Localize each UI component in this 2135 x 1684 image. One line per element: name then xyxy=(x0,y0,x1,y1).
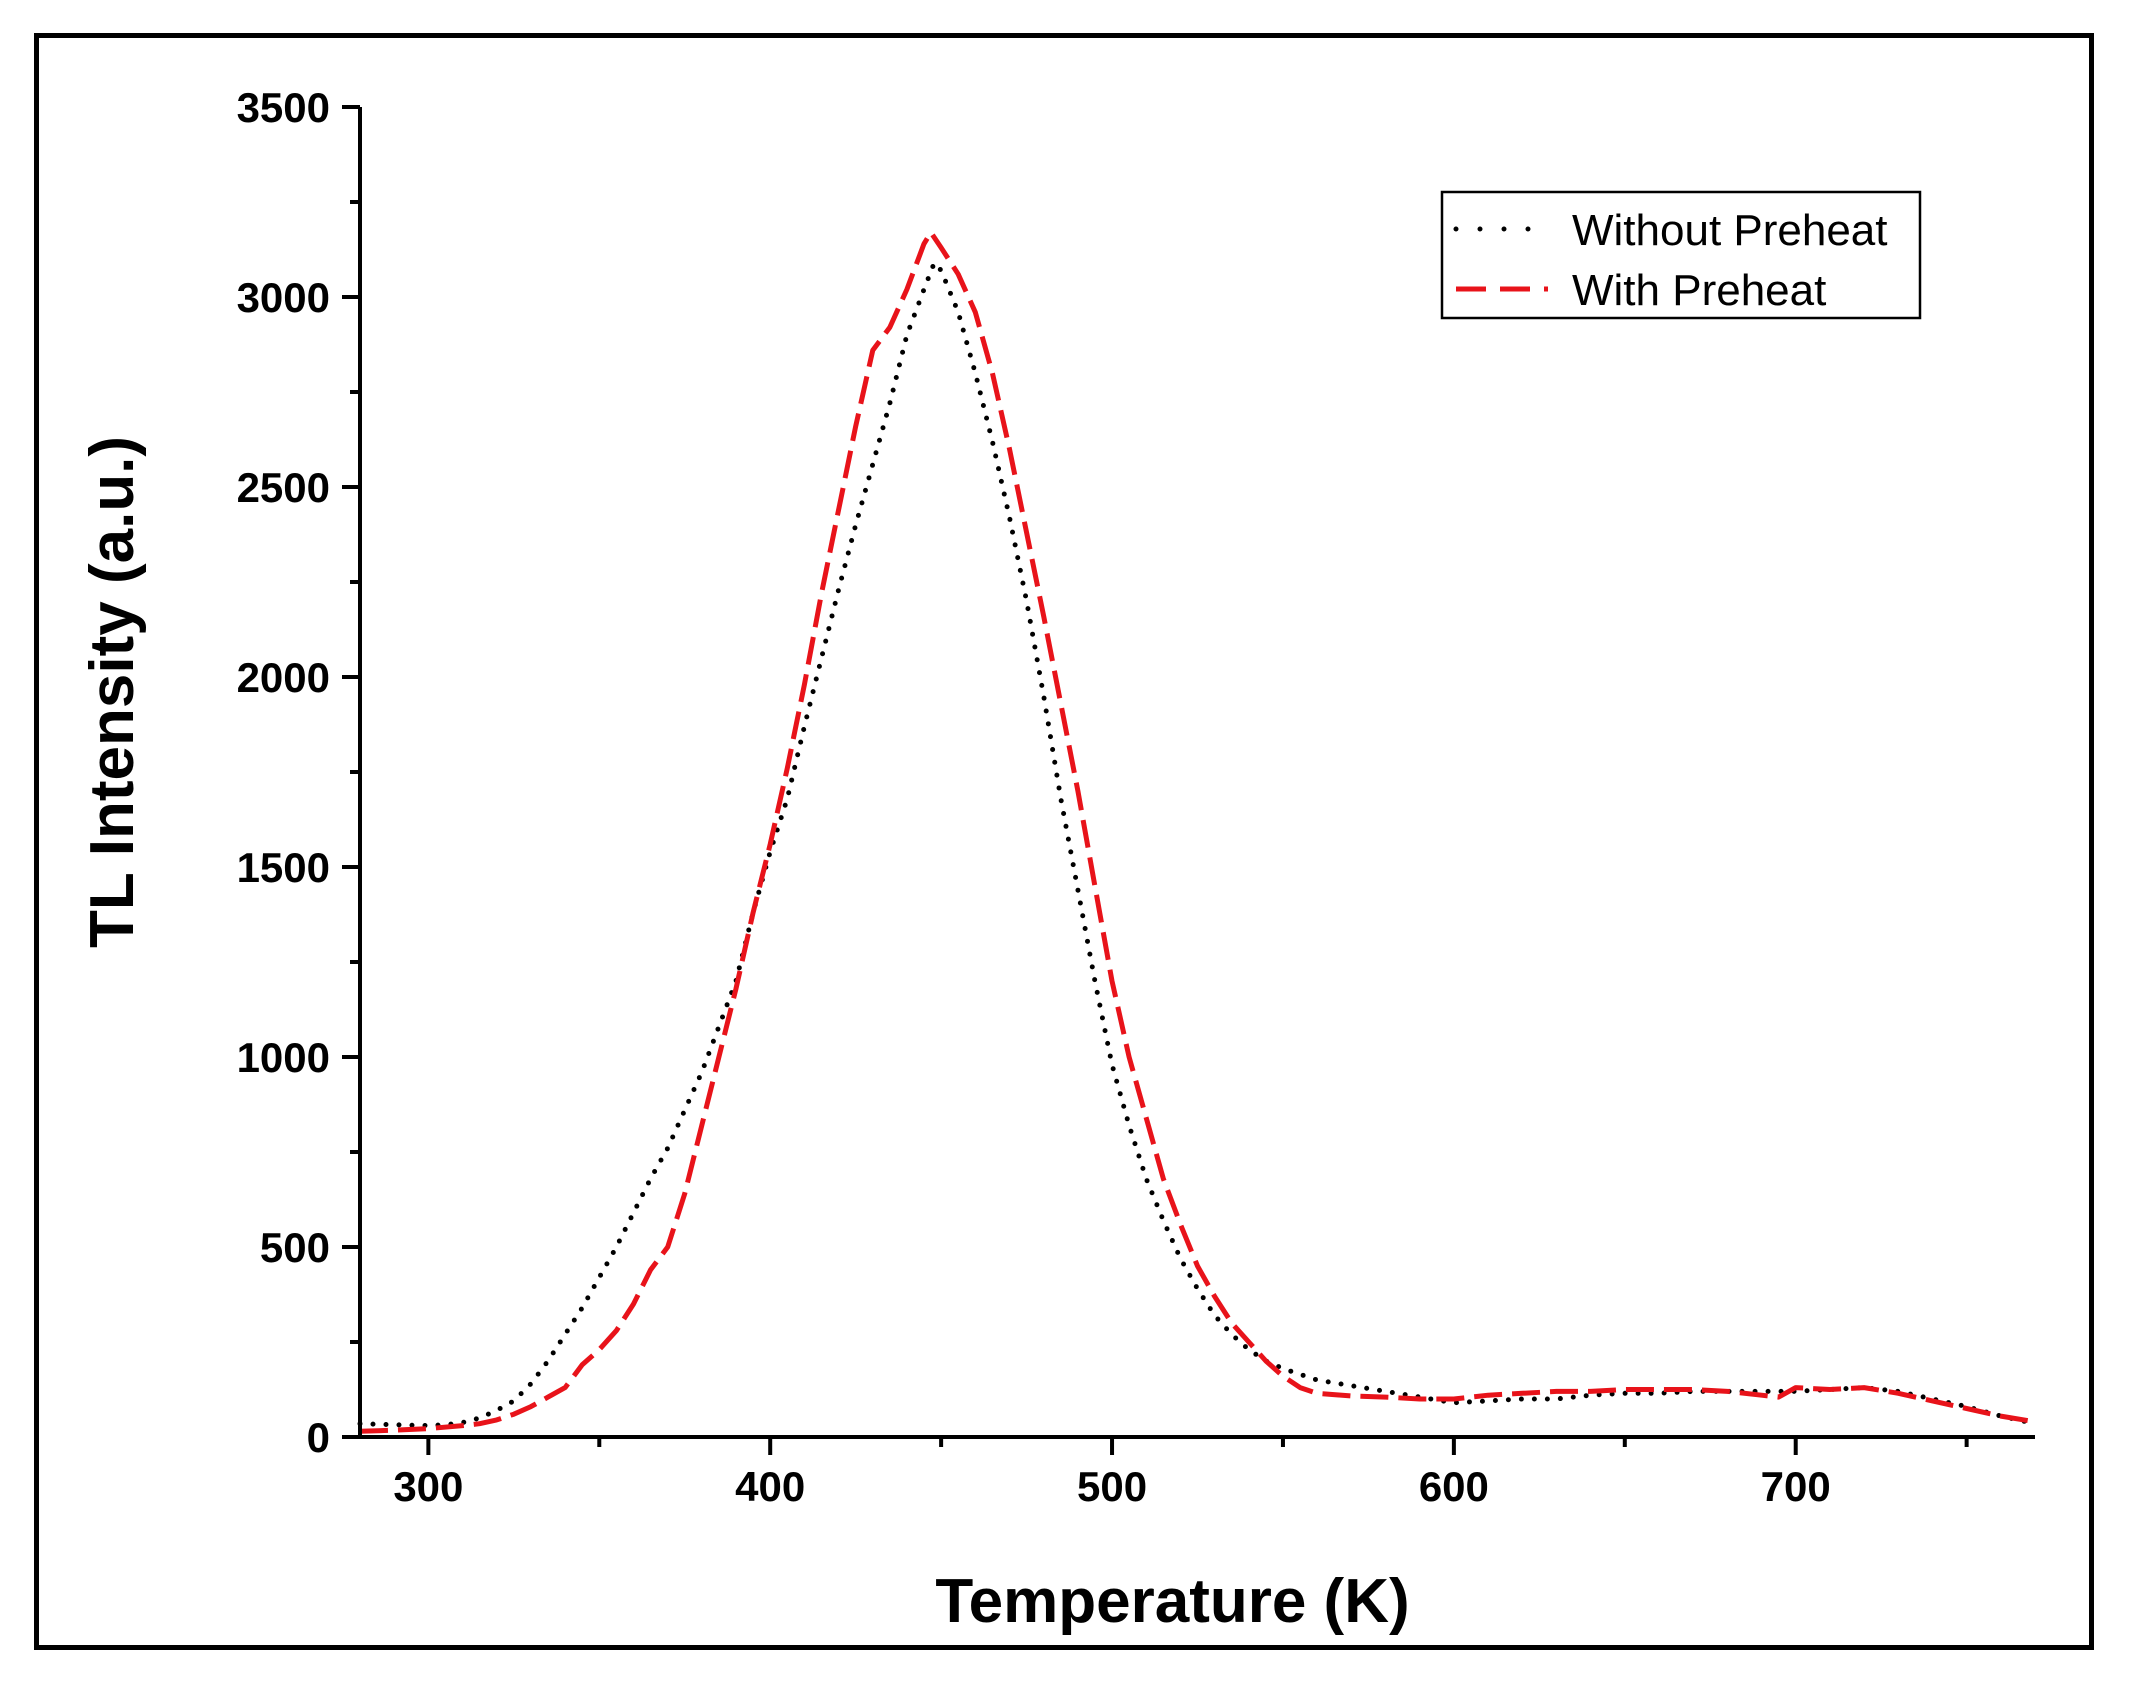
figure-frame xyxy=(34,33,2094,1650)
legend-label-without-preheat: Without Preheat xyxy=(1572,206,1888,255)
series-layer xyxy=(357,229,2038,1434)
y-tick-label: 3500 xyxy=(237,84,330,131)
y-tick-label: 2500 xyxy=(237,464,330,511)
series-line-without-preheat xyxy=(357,260,2038,1429)
x-tick-label: 300 xyxy=(393,1463,463,1510)
x-tick-label: 500 xyxy=(1077,1463,1147,1510)
y-axis-ticks: 0 500 1000 1500 2000 2500 3000 3500 xyxy=(237,84,360,1461)
x-tick-label: 600 xyxy=(1419,1463,1489,1510)
x-tick-label: 400 xyxy=(735,1463,805,1510)
y-tick-label: 1000 xyxy=(237,1034,330,1081)
y-tick-label: 3000 xyxy=(237,274,330,321)
x-axis-title: Temperature (K) xyxy=(935,1567,1409,1636)
legend-box xyxy=(1440,190,1922,320)
x-axis-ticks: 300 400 500 600 700 xyxy=(393,1437,1969,1510)
y-tick-label: 0 xyxy=(307,1414,330,1461)
x-tick-label: 700 xyxy=(1761,1463,1831,1510)
y-tick-label: 1500 xyxy=(237,844,330,891)
y-tick-label: 500 xyxy=(260,1224,330,1271)
series-line-with-preheat xyxy=(359,229,2036,1434)
y-axis-title: TL Intensity (a.u.) xyxy=(78,436,147,948)
legend: Without Preheat With Preheat xyxy=(1440,190,1922,320)
y-tick-label: 2000 xyxy=(237,654,330,701)
legend-label-with-preheat: With Preheat xyxy=(1572,266,1826,315)
